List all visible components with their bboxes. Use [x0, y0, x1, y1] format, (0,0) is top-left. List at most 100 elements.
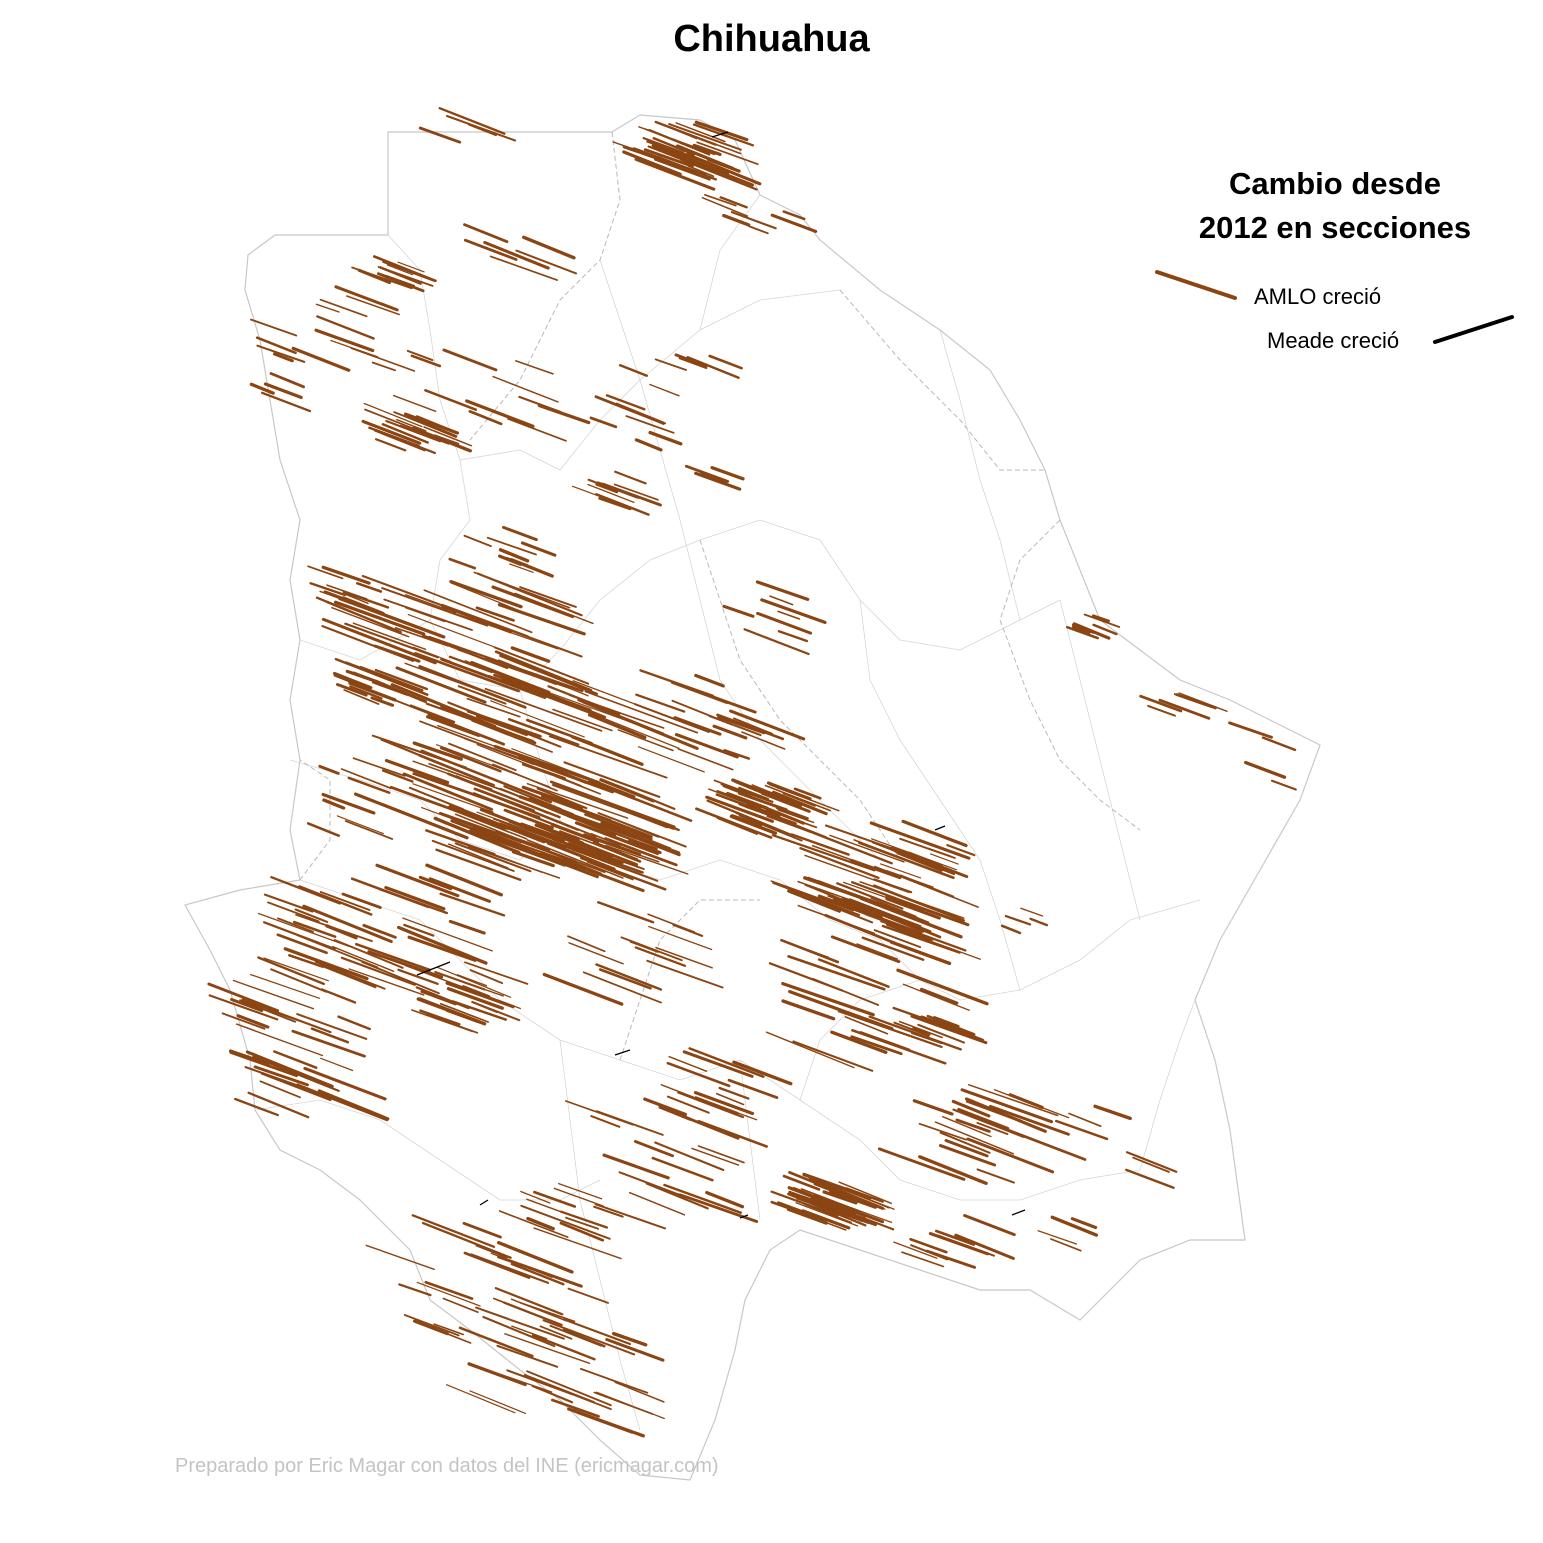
- amlo-change-segment: [548, 735, 668, 779]
- amlo-change-segment: [207, 982, 280, 1013]
- amlo-change-segment: [482, 1315, 556, 1348]
- amlo-change-segment: [795, 1202, 859, 1227]
- amlo-change-segment: [497, 1240, 574, 1274]
- amlo-change-segment: [423, 589, 533, 634]
- amlo-change-segment: [344, 820, 394, 840]
- amlo-change-segment: [418, 664, 527, 709]
- amlo-change-segment: [247, 1091, 310, 1119]
- amlo-change-segment: [782, 1174, 821, 1191]
- amlo-change-segment: [933, 1020, 985, 1042]
- amlo-change-segment: [256, 344, 306, 363]
- amlo-change-segment: [250, 973, 321, 999]
- amlo-change-segment: [638, 126, 668, 138]
- amlo-change-segment: [849, 858, 902, 880]
- amlo-change-segment: [716, 713, 785, 741]
- amlo-change-segment: [362, 923, 397, 939]
- amlo-change-segment: [519, 670, 557, 686]
- amlo-change-segment: [412, 772, 541, 819]
- amlo-change-segment: [351, 266, 413, 290]
- amlo-change-segment: [635, 693, 686, 713]
- amlo-change-segment: [601, 823, 681, 857]
- amlo-change-segment: [817, 1201, 855, 1219]
- amlo-change-segment: [586, 860, 634, 881]
- amlo-change-segment: [504, 1333, 591, 1365]
- amlo-change-segment: [691, 1147, 740, 1166]
- amlo-change-segment: [376, 272, 425, 293]
- amlo-change-segment: [355, 581, 383, 593]
- amlo-change-segment: [919, 987, 959, 1005]
- amlo-change-segment: [873, 929, 922, 949]
- amlo-change-segment: [672, 923, 704, 938]
- amlo-change-segment: [448, 919, 486, 935]
- amlo-change-segment: [772, 790, 828, 816]
- amlo-change-segment: [498, 1210, 569, 1238]
- amlo-change-segment: [652, 137, 696, 156]
- amlo-change-segment: [777, 630, 809, 643]
- amlo-change-segment: [433, 816, 521, 855]
- amlo-change-segment: [334, 285, 399, 312]
- amlo-change-segment: [645, 1182, 709, 1210]
- amlo-change-segment: [1092, 623, 1118, 636]
- amlo-change-segment: [411, 1214, 496, 1248]
- amlo-change-segment: [595, 963, 663, 991]
- amlo-change-segment: [393, 411, 447, 434]
- amlo-change-segment: [406, 349, 434, 362]
- amlo-change-segment: [1066, 625, 1099, 640]
- meade-change-segment: [416, 961, 451, 976]
- amlo-change-segment: [677, 1091, 745, 1119]
- amlo-change-segment: [542, 1382, 612, 1411]
- amlo-change-segment: [397, 261, 425, 273]
- amlo-change-segment: [634, 157, 716, 191]
- amlo-change-segment: [374, 668, 429, 691]
- amlo-change-segment: [267, 901, 320, 923]
- amlo-change-segment: [723, 749, 751, 760]
- amlo-change-segment: [332, 945, 395, 973]
- amlo-change-segment: [552, 783, 675, 830]
- amlo-change-segment: [769, 595, 794, 606]
- amlo-change-segment: [738, 791, 788, 812]
- amlo-change-segment: [589, 416, 618, 429]
- amlo-change-segment: [694, 673, 725, 688]
- amlo-change-segment: [593, 1205, 624, 1218]
- amlo-change-segment: [976, 1121, 1009, 1136]
- amlo-change-segment: [712, 724, 748, 740]
- amlo-change-segment: [743, 628, 810, 656]
- amlo-change-segment: [385, 419, 442, 443]
- amlo-change-segment: [654, 358, 688, 371]
- amlo-change-segment: [381, 587, 489, 627]
- amlo-change-segment: [465, 399, 535, 428]
- amlo-change-segment: [697, 1145, 745, 1164]
- amlo-change-segment: [594, 841, 639, 862]
- amlo-change-segment: [829, 834, 905, 863]
- amlo-change-segment: [547, 842, 615, 871]
- amlo-change-segment: [594, 1203, 667, 1230]
- amlo-change-segment: [462, 1221, 502, 1239]
- amlo-change-segment: [1139, 694, 1183, 713]
- amlo-change-segment: [567, 935, 606, 953]
- amlo-change-segment: [782, 792, 816, 807]
- amlo-change-segment: [303, 1066, 387, 1101]
- amlo-change-segment: [546, 691, 643, 727]
- amlo-change-segment: [364, 408, 420, 432]
- amlo-change-segment: [909, 1237, 948, 1254]
- amlo-change-segment: [1070, 1217, 1098, 1230]
- amlo-change-segment: [405, 594, 457, 614]
- amlo-change-segment: [976, 1168, 1015, 1184]
- amlo-change-segment: [463, 238, 518, 261]
- amlo-change-segment: [253, 1065, 309, 1087]
- amlo-change-segment: [428, 762, 515, 795]
- amlo-change-segment: [228, 1049, 271, 1066]
- amlo-change-segment: [468, 410, 503, 426]
- amlo-change-segment: [804, 854, 910, 894]
- amlo-change-segment: [365, 1244, 435, 1271]
- amlo-change-segment: [492, 375, 559, 403]
- amlo-change-segment: [654, 158, 711, 181]
- amlo-change-segment: [782, 210, 806, 221]
- amlo-change-segment: [618, 1171, 688, 1199]
- amlo-change-segment: [467, 123, 498, 137]
- amlo-change-segment: [255, 336, 297, 355]
- amlo-change-segment: [507, 418, 567, 442]
- amlo-change-segment: [675, 122, 726, 143]
- amlo-change-segment: [511, 1325, 548, 1340]
- amlo-change-segment: [677, 154, 755, 187]
